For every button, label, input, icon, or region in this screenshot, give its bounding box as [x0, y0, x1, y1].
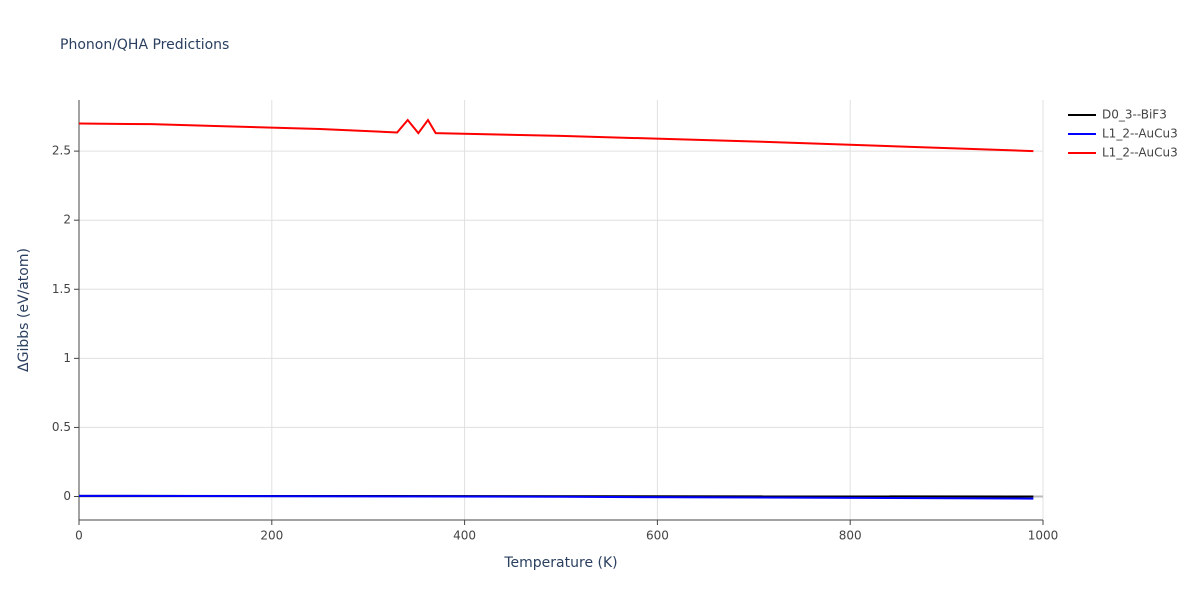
legend-label: L1_2--AuCu3 [1102, 127, 1178, 141]
x-tick-label: 600 [646, 529, 669, 543]
x-tick-label: 200 [260, 529, 283, 543]
x-tick-label: 1000 [1028, 529, 1059, 543]
line [78, 118, 1034, 153]
line [78, 494, 1034, 500]
y-tick-label: 1.5 [52, 282, 71, 296]
legend-label: D0_3--BiF3 [1102, 108, 1167, 122]
y-tick-label: 2.5 [52, 144, 71, 158]
x-tick-label: 0 [75, 529, 83, 543]
y-tick-label: 0.5 [52, 420, 71, 434]
x-tick-label: 800 [839, 529, 862, 543]
legend-label: L1_2--AuCu3 [1102, 146, 1178, 160]
y-axis-label: ΔGibbs (eV/atom) [16, 248, 32, 372]
y-tick-label: 2 [63, 213, 71, 227]
x-tick-label: 400 [453, 529, 476, 543]
y-tick-label: 1 [63, 351, 71, 365]
x-axis-label: Temperature (K) [503, 555, 617, 571]
chart-title: Phonon/QHA Predictions [60, 37, 229, 53]
y-tick-label: 0 [63, 489, 71, 503]
